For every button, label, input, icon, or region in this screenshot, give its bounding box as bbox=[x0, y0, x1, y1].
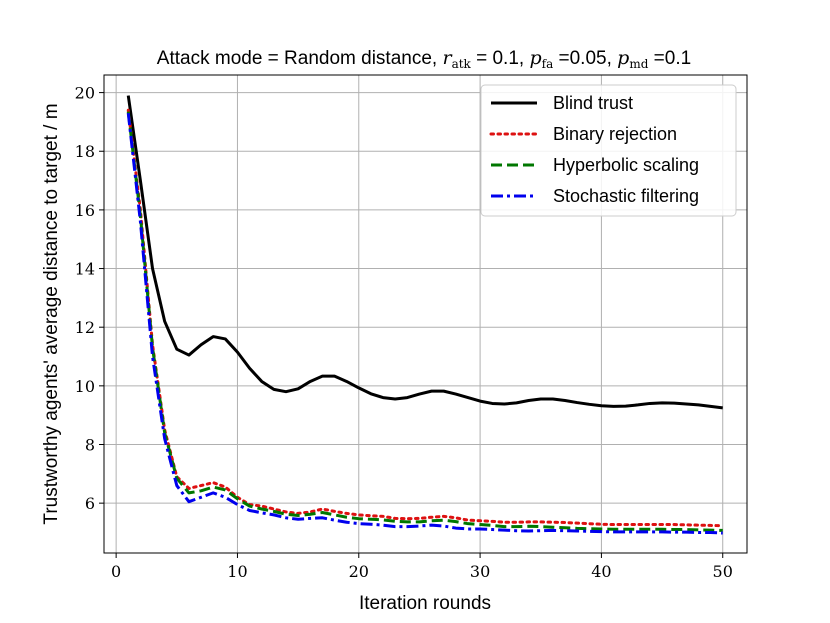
legend-label-0: Blind trust bbox=[553, 93, 633, 113]
title-param-subscript-2: md bbox=[629, 57, 648, 71]
series-line-2 bbox=[126, 111, 723, 532]
x-tick-label: 40 bbox=[591, 562, 611, 581]
title-param-subscript-1: fa bbox=[542, 57, 554, 71]
title-param-value-1: =0.05, bbox=[553, 48, 617, 69]
title-param-symbol-1: p bbox=[529, 47, 541, 69]
x-tick-label: 0 bbox=[111, 562, 121, 581]
legend-label-1: Binary rejection bbox=[553, 124, 677, 144]
y-tick-label: 20 bbox=[75, 84, 95, 103]
y-axis-ticks: 6 8 10 12 14 16 18 20 bbox=[75, 84, 104, 513]
y-tick-label: 6 bbox=[85, 494, 95, 513]
title-prefix: Attack mode = Random distance, bbox=[157, 48, 443, 69]
y-tick-label: 12 bbox=[75, 318, 95, 337]
y-tick-label: 14 bbox=[75, 260, 95, 279]
legend-box bbox=[480, 84, 737, 217]
title-param-symbol-0: r bbox=[442, 47, 453, 69]
title-param-value-0: = 0.1, bbox=[471, 48, 530, 69]
chart-title: Attack mode = Random distance, ratk = 0.… bbox=[157, 47, 691, 71]
title-param-value-2: =0.1 bbox=[648, 48, 691, 69]
legend-label-3: Stochastic filtering bbox=[553, 186, 699, 206]
x-axis-label: Iteration rounds bbox=[359, 593, 491, 614]
series-lines bbox=[126, 95, 725, 535]
x-axis-ticks: 0 10 20 30 40 50 bbox=[111, 553, 733, 581]
title-param-symbol-2: p bbox=[617, 47, 629, 69]
legend: Blind trust Binary rejection Hyperbolic sc… bbox=[480, 84, 737, 217]
x-tick-label: 30 bbox=[470, 562, 490, 581]
y-tick-label: 18 bbox=[75, 142, 95, 161]
series-line-1 bbox=[126, 108, 725, 528]
series-line-0 bbox=[126, 95, 723, 410]
x-tick-label: 20 bbox=[349, 562, 369, 581]
title-param-subscript-0: atk bbox=[452, 57, 472, 71]
y-tick-label: 10 bbox=[75, 377, 95, 396]
x-tick-label: 10 bbox=[227, 562, 247, 581]
y-tick-label: 8 bbox=[85, 435, 95, 454]
plot-frame bbox=[103, 74, 748, 554]
x-tick-label: 50 bbox=[713, 562, 733, 581]
y-tick-label: 16 bbox=[75, 201, 95, 220]
series-line-3 bbox=[126, 112, 723, 535]
legend-label-2: Hyperbolic scaling bbox=[553, 155, 699, 175]
y-axis-label: Trustworthy agents' average distance to … bbox=[41, 103, 62, 524]
